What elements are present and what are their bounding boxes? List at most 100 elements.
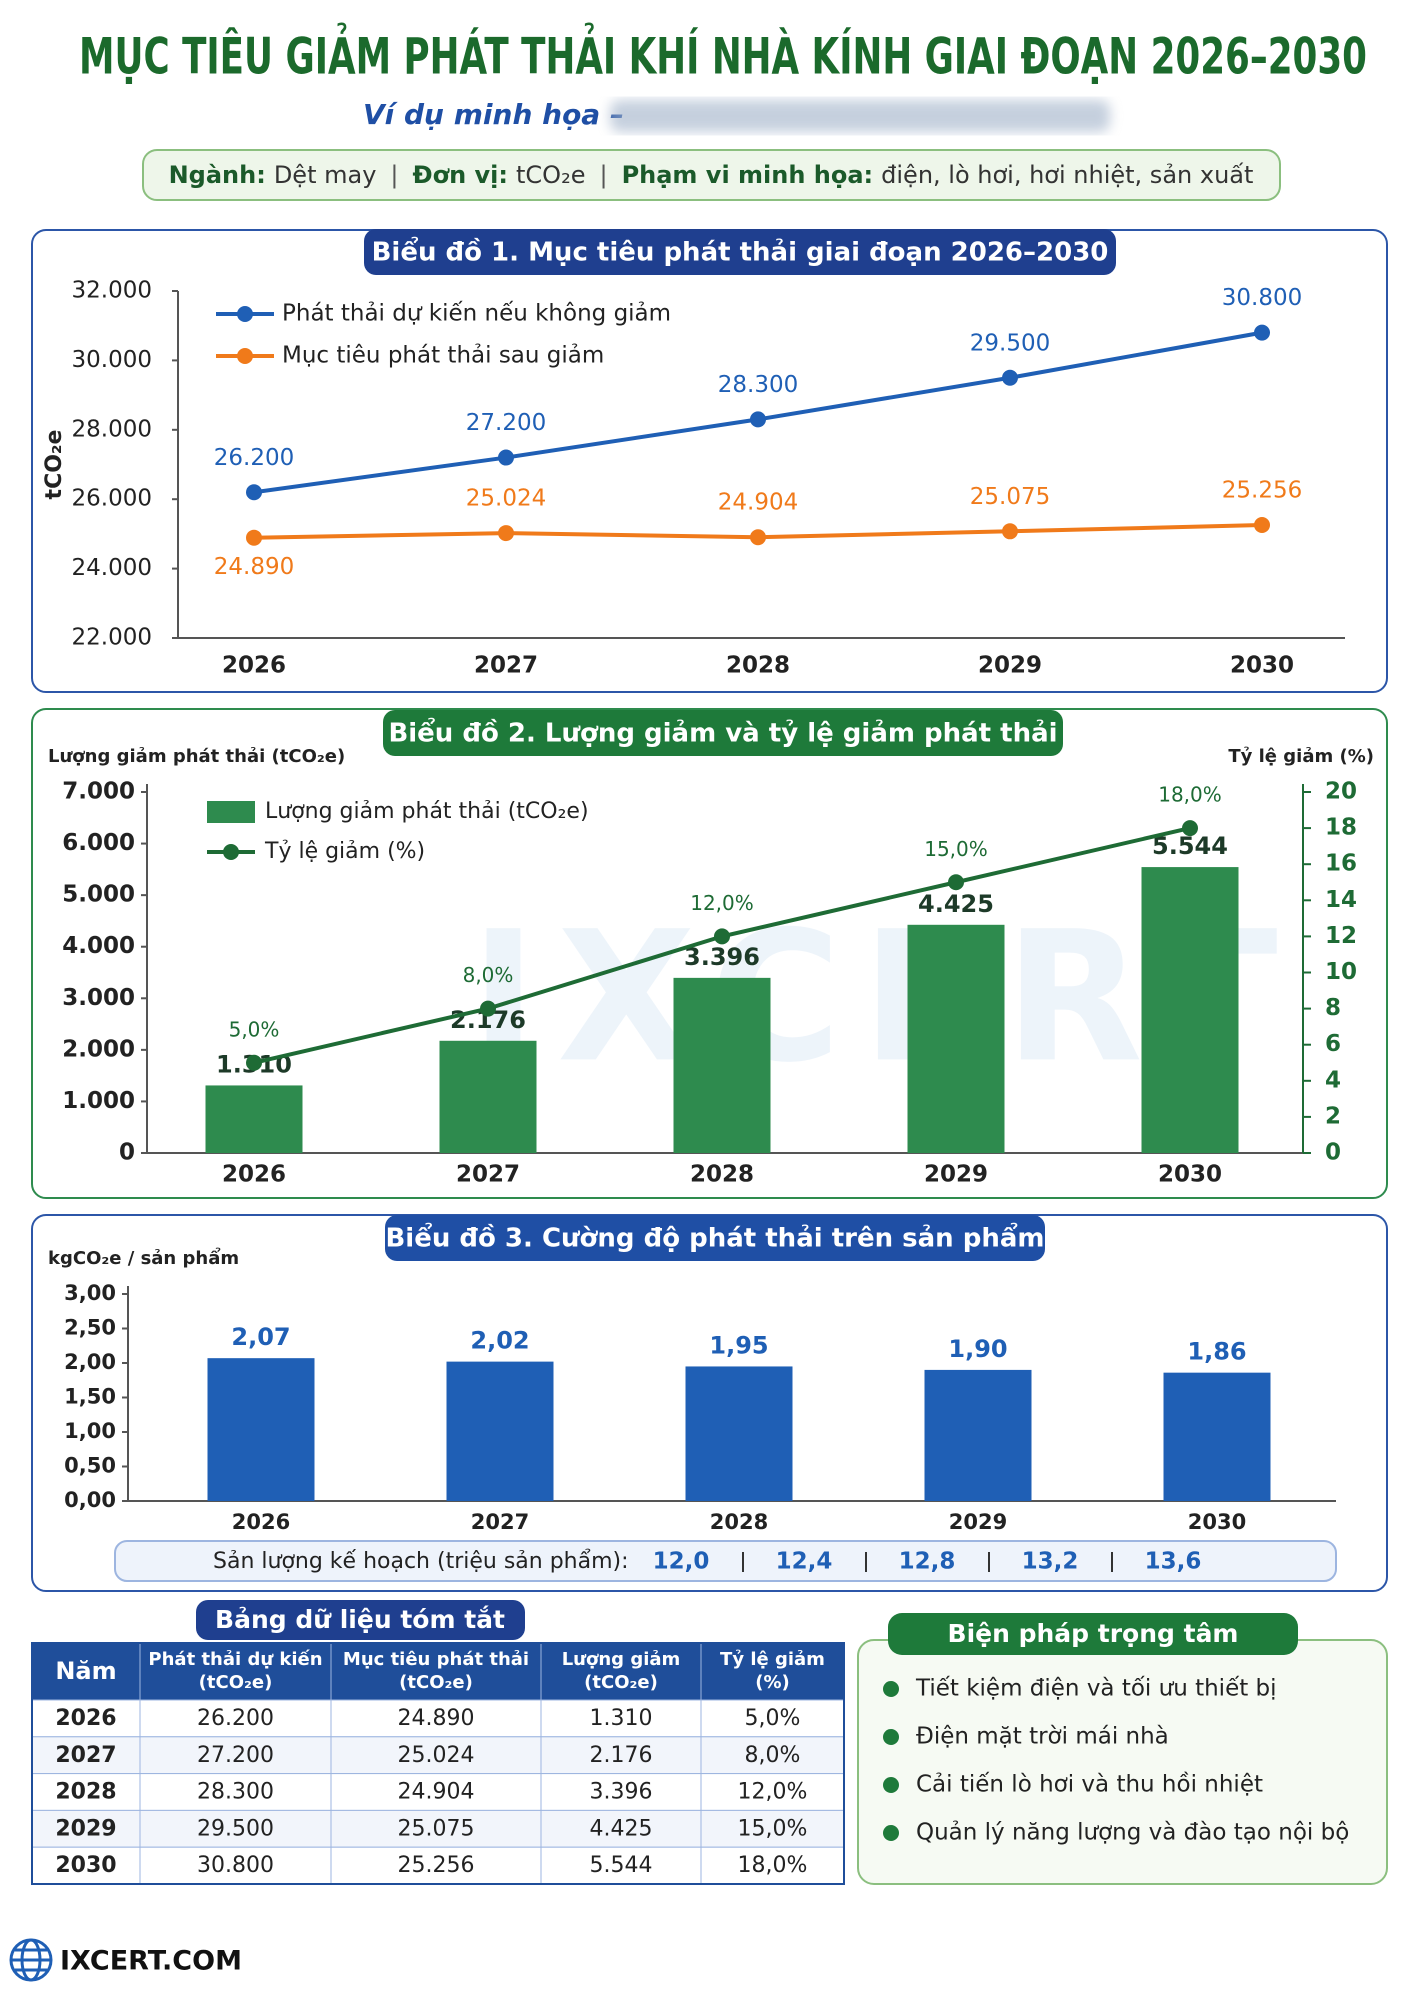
title-pill [888, 1613, 1298, 1655]
y-tick-label: 4.000 [62, 933, 135, 959]
y-tick-label: 3.000 [62, 985, 135, 1011]
data-label: 1,95 [709, 1331, 768, 1359]
production-value: 12,0 [653, 1549, 710, 1575]
table-header: (%) [755, 1672, 790, 1693]
title-pill [383, 710, 1063, 756]
x-tick-label: 2026 [222, 653, 286, 679]
table-cell: 24.890 [398, 1706, 475, 1731]
y2-tick-label: 10 [1325, 959, 1357, 985]
legend-label: Tỷ lệ giảm (%) [264, 839, 425, 864]
y2-tick-label: 20 [1325, 779, 1357, 805]
subtitle: Ví dụ minh họa – [363, 98, 624, 131]
data-label: 18,0% [1158, 783, 1222, 807]
title-pill [385, 1215, 1045, 1261]
y-tick-label: 24.000 [72, 555, 152, 581]
bar [907, 924, 1005, 1153]
title-pill [196, 1600, 525, 1640]
table-row [31, 1736, 845, 1775]
bar [446, 1361, 554, 1501]
bullet [883, 1825, 899, 1841]
legend-marker [223, 844, 239, 860]
table-cell: 27.200 [197, 1743, 274, 1768]
y-tick-label: 0,00 [64, 1488, 116, 1512]
globe-icon [9, 1938, 53, 1982]
info-bar [142, 149, 1281, 201]
point [714, 928, 730, 945]
data-label: 2,07 [231, 1323, 290, 1351]
x-tick-label: 2028 [710, 1510, 768, 1534]
bar [685, 1366, 793, 1501]
table-cell: 2029 [55, 1816, 116, 1841]
table-header: Tỷ lệ giảm [720, 1649, 825, 1670]
table-cell: 28.300 [197, 1780, 274, 1805]
table-cell: 30.800 [197, 1853, 274, 1878]
data-label: 12,0% [690, 891, 754, 915]
x-tick-label: 2028 [690, 1162, 754, 1188]
bar [207, 1358, 315, 1501]
table-cell: 18,0% [738, 1853, 808, 1878]
table-header: (tCO₂e) [584, 1672, 658, 1693]
footer: IXCERT.COM [60, 1946, 242, 1977]
chart-title: Biểu đồ 1. Mục tiêu phát thải giai đoạn … [372, 235, 1109, 268]
data-label: 25.024 [466, 486, 546, 512]
table-cell: 5.544 [590, 1853, 653, 1878]
y-tick-label: 22.000 [72, 625, 152, 651]
y2-tick-label: 16 [1325, 851, 1357, 877]
table-cell: 25.024 [398, 1743, 475, 1768]
y-tick-label: 5.000 [62, 882, 135, 908]
point [246, 484, 262, 501]
table-cell: 1.310 [590, 1706, 653, 1731]
table-cell: 26.200 [197, 1706, 274, 1731]
table-header: (tCO₂e) [199, 1672, 273, 1693]
y-tick-label: 1,50 [64, 1385, 116, 1409]
point [498, 449, 514, 466]
measure-item: Cải tiến lò hơi và thu hồi nhiệt [916, 1772, 1263, 1798]
separator: | [599, 161, 607, 189]
table-cell: 25.256 [398, 1853, 475, 1878]
x-tick-label: 2027 [471, 1510, 529, 1534]
bar [1163, 1372, 1271, 1501]
y-tick-label: 30.000 [72, 347, 152, 373]
bar [924, 1369, 1032, 1501]
data-label: 2,02 [470, 1327, 529, 1355]
y-tick-label: 2,50 [64, 1316, 116, 1340]
y-tick-label: 1.000 [62, 1088, 135, 1114]
legend-swatch [207, 801, 255, 823]
x-tick-label: 2030 [1230, 653, 1294, 679]
bullet [883, 1777, 899, 1793]
y-axis-label: tCO₂e [42, 430, 67, 500]
bullet [883, 1729, 899, 1745]
data-label: 24.890 [214, 554, 294, 580]
data-label: 5,0% [229, 1017, 280, 1041]
info-label: Đơn vị: [413, 161, 509, 189]
bar [1141, 867, 1239, 1153]
data-label: 25.075 [970, 484, 1050, 510]
point [750, 411, 766, 428]
data-label: 29.500 [970, 330, 1050, 356]
y-tick-label: 1,00 [64, 1419, 116, 1443]
table-title: Bảng dữ liệu tóm tắt [215, 1605, 505, 1634]
x-tick-label: 2028 [726, 653, 790, 679]
info-value: điện, lò hơi, hơi nhiệt, sản xuất [881, 161, 1253, 189]
table-cell: 2028 [55, 1780, 116, 1805]
production-value: 12,8 [899, 1549, 956, 1575]
table-header: Phát thải dự kiến [148, 1649, 322, 1670]
x-tick-label: 2027 [456, 1162, 520, 1188]
table-header: Mục tiêu phát thải [343, 1649, 529, 1670]
y-tick-label: 3,00 [64, 1281, 116, 1305]
y-tick-label: 0 [119, 1140, 135, 1166]
y-tick-label: 32.000 [72, 278, 152, 304]
y2-tick-label: 18 [1325, 815, 1357, 841]
table-row [31, 1846, 845, 1885]
table-header: Năm [55, 1657, 116, 1685]
production-label: Sản lượng kế hoạch (triệu sản phẩm): [213, 1549, 629, 1574]
x-tick-label: 2027 [474, 653, 538, 679]
table-header: (tCO₂e) [399, 1672, 473, 1693]
legend-label: Lượng giảm phát thải (tCO₂e) [265, 799, 589, 824]
title-pill [364, 229, 1116, 275]
page-title: MỤC TIÊU GIẢM PHÁT THẢI KHÍ NHÀ KÍNH GIA… [79, 22, 1367, 86]
point [1254, 517, 1270, 534]
data-label: 30.800 [1222, 285, 1302, 311]
y-tick-label: 7.000 [62, 779, 135, 805]
y-tick-label: 2,00 [64, 1350, 116, 1374]
